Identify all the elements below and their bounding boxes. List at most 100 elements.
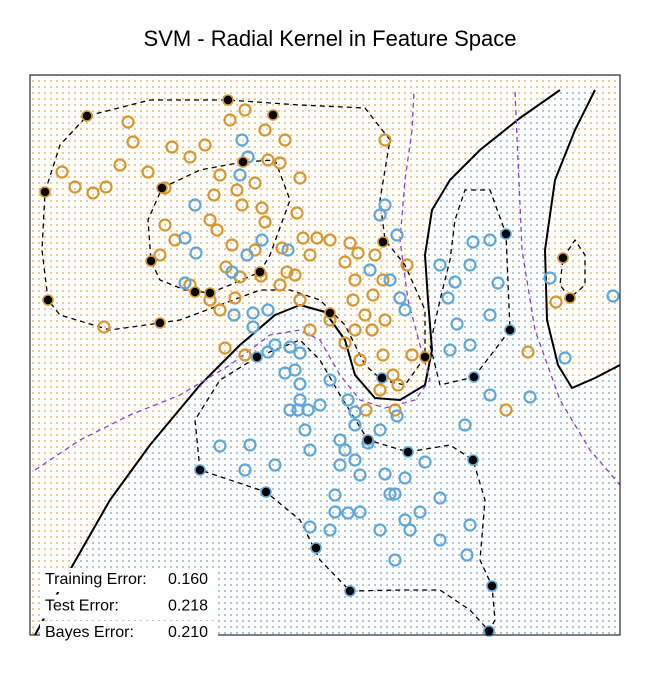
support-vector <box>260 486 272 498</box>
support-vector <box>81 110 93 122</box>
point <box>373 523 387 537</box>
point <box>448 275 462 289</box>
point <box>441 291 455 305</box>
support-vector <box>486 580 498 592</box>
point <box>460 548 474 562</box>
point <box>97 320 111 334</box>
points <box>39 94 620 637</box>
point <box>450 317 464 331</box>
error-label: Test Error: <box>45 598 119 615</box>
point <box>310 231 324 245</box>
point <box>366 288 380 302</box>
point <box>261 345 275 359</box>
point <box>225 238 239 252</box>
point <box>413 505 427 519</box>
point <box>333 433 347 447</box>
point <box>298 423 312 437</box>
point <box>303 520 317 534</box>
point <box>558 351 572 365</box>
point <box>240 248 254 262</box>
point <box>341 393 355 407</box>
point <box>358 308 372 322</box>
chart-title: SVM - Radial Kernel in Feature Space <box>144 26 517 51</box>
point <box>288 363 302 377</box>
point <box>293 171 307 185</box>
support-vector <box>189 286 201 298</box>
point <box>301 403 315 417</box>
point <box>348 453 362 467</box>
point <box>126 135 140 149</box>
margin-curve <box>429 189 511 386</box>
point <box>373 423 387 437</box>
point <box>280 265 294 279</box>
point <box>290 206 304 220</box>
point <box>390 228 404 242</box>
point <box>86 186 100 200</box>
point <box>483 233 497 247</box>
support-vector <box>254 266 266 278</box>
point <box>223 113 237 127</box>
point <box>606 289 620 303</box>
point <box>353 468 367 482</box>
point <box>348 323 362 337</box>
point <box>523 390 537 404</box>
support-vector <box>42 294 54 306</box>
point <box>433 491 447 505</box>
point <box>353 505 367 519</box>
point <box>323 523 337 537</box>
point <box>210 223 224 237</box>
point <box>228 291 242 305</box>
point <box>283 403 297 417</box>
point <box>303 248 317 262</box>
point <box>398 513 412 527</box>
point <box>483 388 497 402</box>
support-vector <box>156 182 168 194</box>
point <box>483 308 497 322</box>
point <box>153 248 167 262</box>
support-vector <box>310 542 322 554</box>
point <box>238 103 252 117</box>
boundary-curve <box>544 89 620 389</box>
point <box>225 265 239 279</box>
point <box>273 278 287 292</box>
error-bg <box>40 621 218 645</box>
support-vector <box>344 585 356 597</box>
point <box>378 313 392 327</box>
point <box>333 458 347 472</box>
point <box>378 467 392 481</box>
point <box>348 273 362 287</box>
point <box>235 198 249 212</box>
error-value: 0.210 <box>168 624 208 641</box>
point <box>68 180 82 194</box>
point <box>268 338 282 352</box>
point <box>376 273 390 287</box>
point <box>543 271 557 285</box>
point <box>233 168 247 182</box>
point <box>376 348 390 362</box>
point <box>235 133 249 147</box>
point <box>378 198 392 212</box>
point <box>378 133 392 147</box>
point <box>433 533 447 547</box>
point <box>386 368 400 382</box>
point <box>463 518 477 532</box>
point <box>283 340 297 354</box>
point <box>207 188 221 202</box>
support-vector <box>237 156 249 168</box>
support-vector <box>251 351 263 363</box>
point <box>338 443 352 457</box>
point <box>275 241 289 255</box>
support-vector <box>564 292 576 304</box>
boundary-curve <box>34 89 561 635</box>
point <box>348 418 362 432</box>
error-table: Training Error: 0.160 Test Error: 0.218 Baye… <box>40 568 218 645</box>
point <box>398 471 412 485</box>
point <box>466 235 480 249</box>
support-vector <box>39 186 51 198</box>
support-vector <box>468 371 480 383</box>
point <box>183 150 197 164</box>
point <box>113 158 127 172</box>
point <box>368 248 382 262</box>
error-bg <box>40 594 218 619</box>
point <box>328 505 342 519</box>
